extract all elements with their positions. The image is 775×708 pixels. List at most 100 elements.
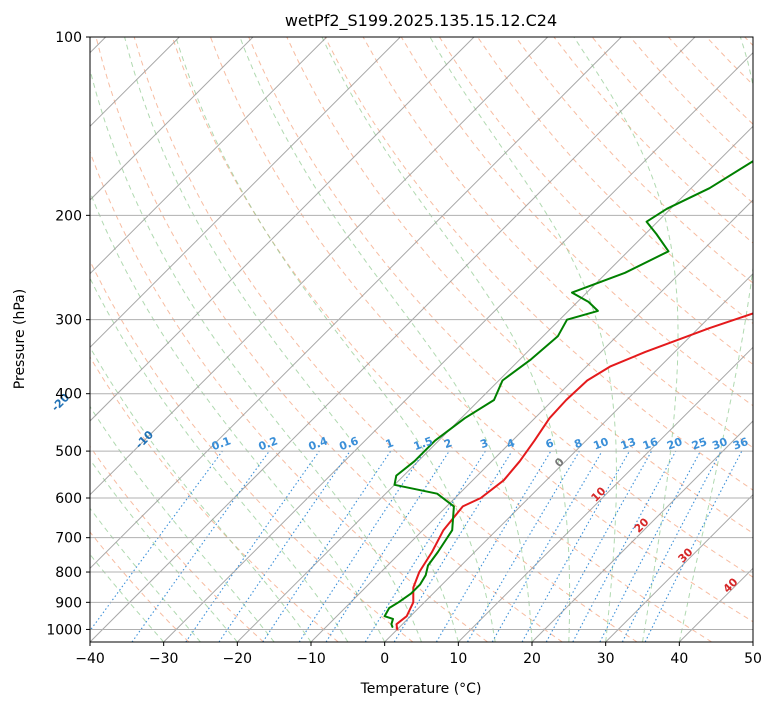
isotherm-line	[457, 346, 753, 642]
moist-adiabat-line	[124, 37, 459, 642]
y-tick-label: 100	[55, 30, 82, 46]
y-tick-label: 300	[55, 313, 82, 329]
mixing-ratio-line	[325, 450, 450, 642]
x-tick-label: −40	[75, 651, 105, 667]
mixing-ratio-line	[131, 450, 270, 642]
x-tick-label: 0	[380, 651, 389, 667]
dewpoint-profile-line	[383, 159, 753, 628]
isotherm-line	[90, 37, 328, 275]
isotherm-line	[605, 493, 753, 642]
mixing-ratio-line	[218, 450, 351, 642]
y-tick-label: 600	[55, 491, 82, 507]
x-tick-label: −20	[223, 651, 253, 667]
temperature-profile-line	[395, 312, 753, 631]
dry-adiabat-line	[515, 37, 753, 284]
mixing-ratio-line	[262, 450, 392, 642]
mixing-ratio-label: 30	[710, 435, 729, 453]
y-axis-ticks: 100 200 300 400 500 600 700 800 900 1000	[46, 30, 90, 638]
dry-adiabat-line	[248, 37, 753, 578]
y-tick-label: 700	[55, 531, 82, 547]
moist-adiabat-line	[90, 507, 201, 642]
y-tick-label: 1000	[46, 622, 82, 638]
moist-adiabat-line	[90, 346, 312, 642]
mixing-ratio-label: 8	[572, 436, 584, 451]
mixing-ratio-line	[90, 450, 223, 632]
y-tick-label: 900	[55, 595, 82, 611]
isotherm-line	[310, 199, 753, 642]
dry-adiabat-line	[90, 445, 264, 642]
mixing-ratio-line	[521, 450, 630, 642]
dry-adiabat-line	[171, 37, 712, 642]
isotherm-line	[90, 37, 401, 349]
chart-title: wetPf2_S199.2025.135.15.12.C24	[285, 11, 557, 31]
isotherm-line	[90, 37, 254, 201]
mixing-ratio-label: 3	[478, 436, 490, 451]
mixing-ratio-label: 1.5	[412, 434, 435, 453]
dry-adiabat-line	[95, 37, 563, 642]
mixing-ratio-label: 0.2	[257, 434, 280, 453]
plot-frame	[89, 36, 754, 643]
mixing-ratio-label: 20	[665, 435, 684, 453]
x-tick-label: 30	[597, 651, 615, 667]
moist-adiabat-line	[321, 37, 571, 642]
dry-adiabat-line	[438, 37, 753, 366]
mixing-ratio-label: 2	[442, 436, 454, 451]
y-tick-label: 800	[55, 565, 82, 581]
dry-adiabat-line	[133, 37, 638, 642]
moist-adiabat-line	[90, 553, 165, 642]
mixing-ratio-line	[644, 450, 743, 642]
mixing-ratio-label: 1	[384, 436, 396, 451]
mixing-ratio-line	[298, 450, 425, 642]
mixing-ratio-line	[185, 450, 320, 642]
x-tick-label: 50	[744, 651, 762, 667]
dry-adiabat-line	[90, 531, 190, 642]
moist-adiabat-line	[429, 37, 617, 642]
moist-adiabat-line	[175, 37, 496, 642]
x-axis-ticks: −40 −30 −20 −10 0 10 20 30 40 50	[75, 642, 762, 667]
mixing-ratio-label: 0.4	[307, 434, 330, 453]
y-tick-label: 400	[55, 387, 82, 403]
mixing-ratio-label: 25	[690, 435, 709, 452]
dry-adiabat-line	[90, 356, 339, 642]
y-tick-label: 500	[55, 444, 82, 460]
mixing-ratio-label: 36	[731, 435, 750, 453]
x-tick-label: −10	[296, 651, 326, 667]
isotherm-line	[90, 37, 622, 570]
x-tick-label: 40	[670, 651, 688, 667]
mixing-ratio-line	[572, 450, 677, 642]
dry-adiabat-line	[210, 37, 753, 623]
moist-adiabat-line	[90, 405, 275, 642]
y-axis-label: Pressure (hPa)	[12, 289, 28, 389]
dry-adiabat-line	[90, 150, 488, 642]
moist-adiabat-line	[239, 37, 533, 642]
isotherm-line	[531, 420, 753, 642]
isotherm-line	[236, 125, 753, 642]
mixing-ratio-label: 16	[641, 435, 660, 453]
isotherm-line	[384, 272, 753, 642]
x-tick-label: −30	[149, 651, 179, 667]
isotherm-line	[90, 37, 475, 422]
x-tick-label: 20	[523, 651, 541, 667]
isotherm-line	[163, 51, 753, 642]
moist-adiabat-line	[90, 277, 349, 642]
mixing-ratio-label: 13	[619, 435, 638, 452]
pressure-gridlines	[90, 36, 753, 630]
moist-adiabat-line	[90, 458, 238, 642]
mixing-ratio-label: 10	[592, 435, 611, 453]
isotherm-line	[90, 37, 549, 496]
mixing-ratio-label: 6	[544, 436, 556, 451]
mixing-ratio-label: 4	[505, 436, 517, 451]
mixing-ratio-label: 0.6	[338, 434, 361, 453]
y-tick-label: 200	[55, 208, 82, 224]
mixing-ratio-line	[545, 450, 653, 642]
moist-adiabat-line	[90, 190, 386, 642]
isotherm-line	[90, 37, 696, 642]
moist-adiabat-line	[573, 37, 679, 642]
profile-lines	[383, 159, 753, 631]
x-axis-label: Temperature (°C)	[360, 681, 482, 697]
x-tick-label: 10	[449, 651, 467, 667]
mixing-ratio-label: 0.1	[210, 434, 233, 453]
background-reference-lines	[90, 37, 753, 642]
